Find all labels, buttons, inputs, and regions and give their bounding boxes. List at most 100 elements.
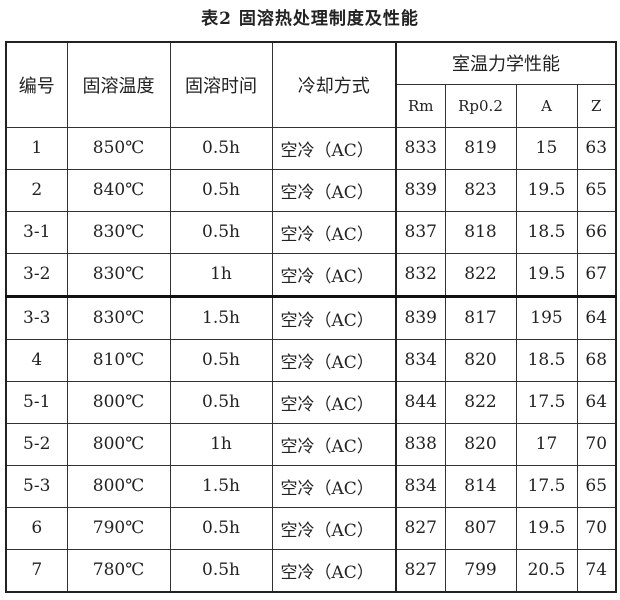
cell-temp: 800℃ [66, 464, 171, 508]
cell-rm: 837 [395, 210, 446, 254]
cell-a: 17 [515, 422, 578, 466]
cell-z: 68 [576, 338, 617, 382]
cell-time: 0.5h [169, 210, 273, 254]
cell-rp: 820 [444, 422, 517, 466]
header-a: A [515, 83, 578, 128]
cell-id: 4 [5, 338, 68, 382]
cell-rp: 819 [444, 126, 517, 170]
table-row: 5-2 800℃ 1h 空冷（AC） 838 820 17 70 [5, 422, 617, 466]
header-z: Z [576, 83, 617, 128]
cell-temp: 850℃ [66, 126, 171, 170]
cell-z: 67 [576, 252, 617, 297]
cell-rp: 822 [444, 380, 517, 424]
cell-cooling: 空冷（AC） [271, 294, 397, 340]
cell-cooling: 空冷（AC） [271, 252, 397, 297]
header-rp: Rp0.2 [444, 83, 517, 128]
cell-temp: 800℃ [66, 380, 171, 424]
cell-a: 18.5 [515, 338, 578, 382]
cell-a: 15 [515, 126, 578, 170]
cell-rp: 799 [444, 548, 517, 592]
cell-cooling: 空冷（AC） [271, 168, 397, 212]
cell-rp: 823 [444, 168, 517, 212]
cell-a: 17.5 [515, 380, 578, 424]
cell-z: 70 [576, 422, 617, 466]
table-row: 7 780℃ 0.5h 空冷（AC） 827 799 20.5 74 [5, 548, 617, 592]
cell-z: 65 [576, 464, 617, 508]
cell-a: 19.5 [515, 168, 578, 212]
cell-id: 3-1 [5, 210, 68, 254]
cell-rm: 833 [395, 126, 446, 170]
cell-rp: 820 [444, 338, 517, 382]
cell-z: 65 [576, 168, 617, 212]
table-row: 5-1 800℃ 0.5h 空冷（AC） 844 822 17.5 64 [5, 380, 617, 424]
cell-rp: 814 [444, 464, 517, 508]
cell-rp: 817 [444, 294, 517, 340]
cell-id: 3-2 [5, 252, 68, 297]
cell-rp: 822 [444, 252, 517, 297]
cell-z: 70 [576, 506, 617, 550]
cell-time: 0.5h [169, 338, 273, 382]
cell-id: 1 [5, 126, 68, 170]
cell-rm: 838 [395, 422, 446, 466]
cell-time: 0.5h [169, 126, 273, 170]
cell-rm: 827 [395, 506, 446, 550]
cell-cooling: 空冷（AC） [271, 126, 397, 170]
table-row: 3-2 830℃ 1h 空冷（AC） 832 822 19.5 67 [5, 252, 617, 297]
cell-time: 0.5h [169, 168, 273, 212]
cell-rm: 839 [395, 168, 446, 212]
table-row: 2 840℃ 0.5h 空冷（AC） 839 823 19.5 65 [5, 168, 617, 212]
header-temp: 固溶温度 [66, 41, 171, 128]
cell-rm: 827 [395, 548, 446, 592]
cell-time: 1h [169, 252, 273, 297]
cell-cooling: 空冷（AC） [271, 380, 397, 424]
cell-rm: 832 [395, 252, 446, 297]
table-row: 3-1 830℃ 0.5h 空冷（AC） 837 818 18.5 66 [5, 210, 617, 254]
cell-time: 1.5h [169, 294, 273, 340]
cell-a: 17.5 [515, 464, 578, 508]
table-row: 3-3 830℃ 1.5h 空冷（AC） 839 817 195 64 [5, 294, 617, 340]
cell-temp: 800℃ [66, 422, 171, 466]
cell-a: 20.5 [515, 548, 578, 592]
cell-a: 19.5 [515, 252, 578, 297]
header-cooling: 冷却方式 [271, 41, 397, 128]
cell-temp: 830℃ [66, 294, 171, 340]
cell-cooling: 空冷（AC） [271, 506, 397, 550]
cell-time: 1h [169, 422, 273, 466]
cell-rp: 818 [444, 210, 517, 254]
cell-id: 5-3 [5, 464, 68, 508]
cell-cooling: 空冷（AC） [271, 422, 397, 466]
cell-temp: 780℃ [66, 548, 171, 592]
cell-a: 195 [515, 294, 578, 340]
cell-id: 7 [5, 548, 68, 592]
cell-z: 63 [576, 126, 617, 170]
cell-z: 74 [576, 548, 617, 592]
cell-rp: 807 [444, 506, 517, 550]
cell-z: 64 [576, 380, 617, 424]
cell-rm: 834 [395, 464, 446, 508]
cell-temp: 810℃ [66, 338, 171, 382]
cell-a: 18.5 [515, 210, 578, 254]
cell-id: 3-3 [5, 294, 68, 340]
cell-time: 1.5h [169, 464, 273, 508]
cell-time: 0.5h [169, 506, 273, 550]
cell-temp: 840℃ [66, 168, 171, 212]
table-row: 4 810℃ 0.5h 空冷（AC） 834 820 18.5 68 [5, 338, 617, 382]
cell-temp: 790℃ [66, 506, 171, 550]
cell-cooling: 空冷（AC） [271, 338, 397, 382]
header-time: 固溶时间 [169, 41, 273, 128]
header-rm: Rm [395, 83, 446, 128]
table-row: 6 790℃ 0.5h 空冷（AC） 827 807 19.5 70 [5, 506, 617, 550]
header-properties: 室温力学性能 [395, 41, 617, 85]
cell-time: 0.5h [169, 380, 273, 424]
cell-temp: 830℃ [66, 210, 171, 254]
table-title: 表2 固溶热处理制度及性能 [201, 9, 419, 29]
cell-id: 6 [5, 506, 68, 550]
cell-rm: 834 [395, 338, 446, 382]
cell-cooling: 空冷（AC） [271, 210, 397, 254]
cell-id: 2 [5, 168, 68, 212]
cell-id: 5-2 [5, 422, 68, 466]
table-row: 5-3 800℃ 1.5h 空冷（AC） 834 814 17.5 65 [5, 464, 617, 508]
table-row: 1 850℃ 0.5h 空冷（AC） 833 819 15 63 [5, 126, 617, 170]
header-id: 编号 [5, 41, 68, 128]
